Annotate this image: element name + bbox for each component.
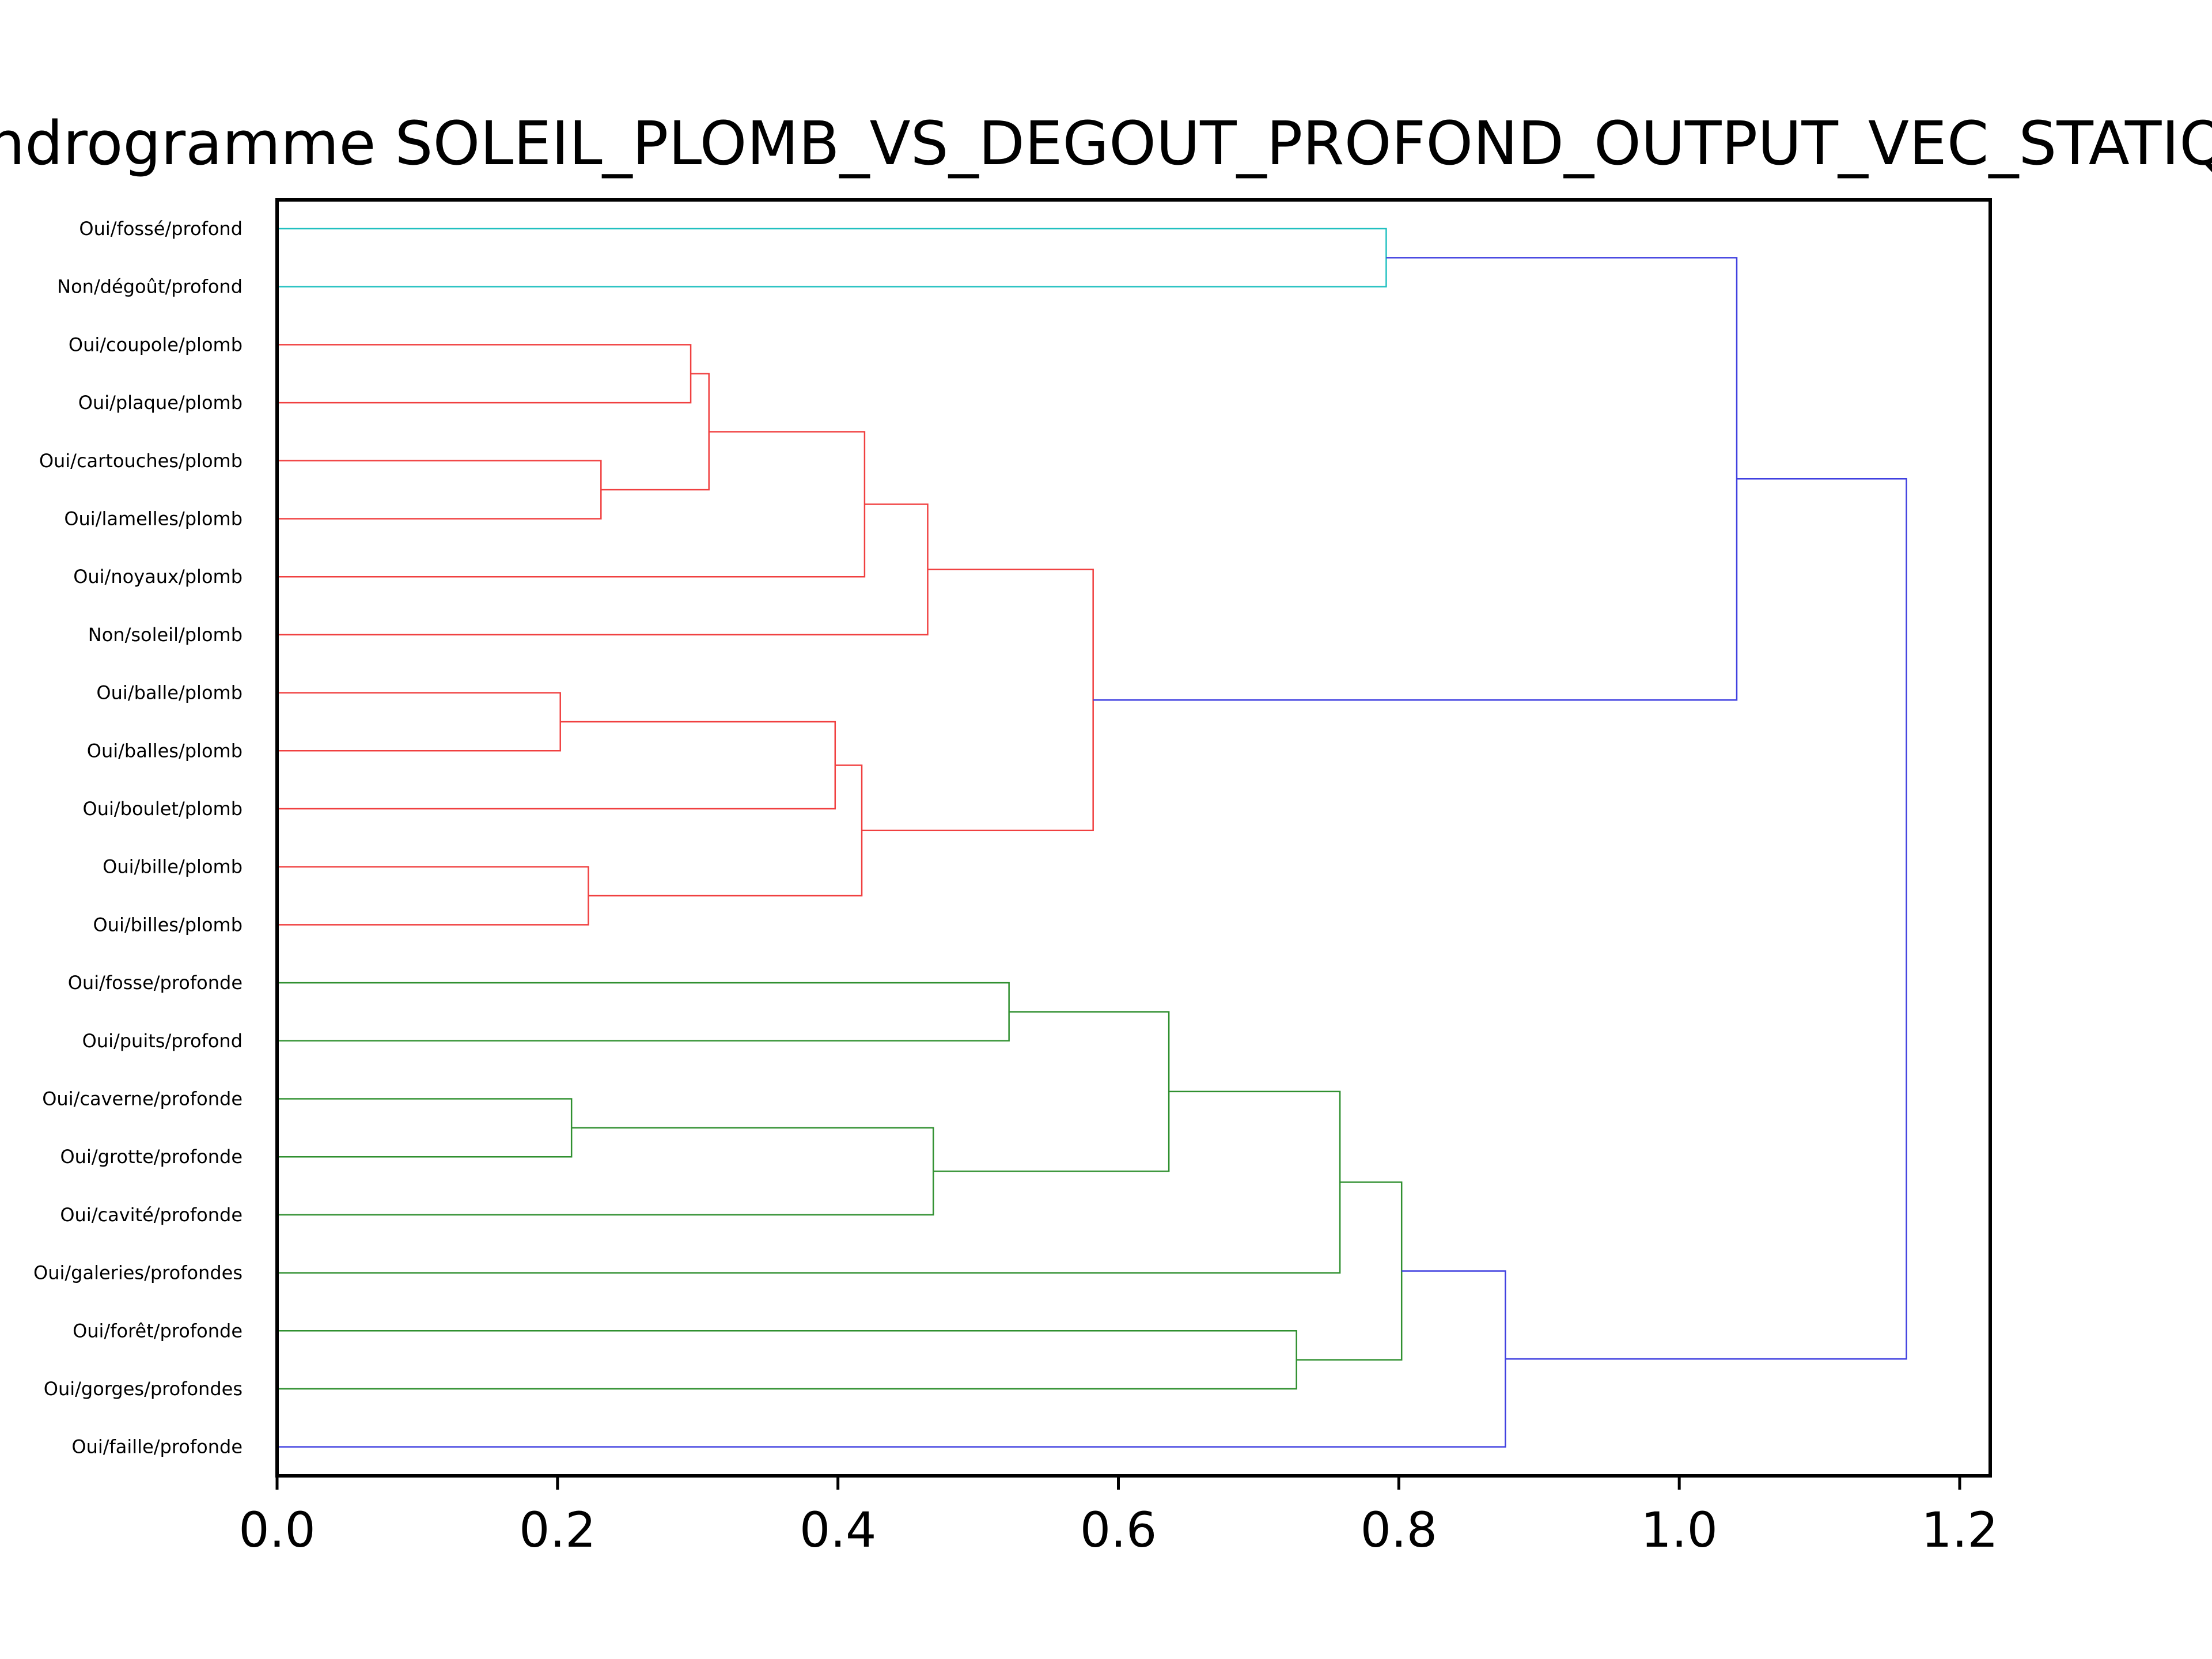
link-c6 (277, 503, 929, 636)
link-c5 (277, 431, 866, 578)
leaf-label-oui-billes-plomb: Oui/billes/plomb (93, 914, 243, 935)
leaf-label-oui-noyaux-plomb: Oui/noyaux/plomb (73, 566, 243, 588)
link-c20 (277, 1270, 1506, 1448)
link-c12 (1093, 257, 1738, 701)
x-tick-label-6: 1.2 (1921, 1502, 1998, 1558)
leaf-label-oui-fosse-profond: Oui/fossé/profond (79, 218, 243, 240)
link-c3 (277, 460, 602, 520)
leaf-label-oui-galeries-profondes: Oui/galeries/profondes (33, 1262, 243, 1284)
leaf-label-oui-faille-profonde: Oui/faille/profonde (71, 1436, 243, 1458)
plot-frame (275, 198, 1992, 1478)
dendrogram-links (277, 228, 1907, 1448)
link-c10 (588, 764, 863, 897)
leaf-label-oui-coupole-plomb: Oui/coupole/plomb (69, 334, 243, 355)
leaf-label-oui-grotte-profonde: Oui/grotte/profonde (60, 1146, 243, 1168)
leaf-label-oui-balle-plomb: Oui/balle/plomb (96, 682, 243, 704)
x-tick-label-4: 0.8 (1361, 1502, 1438, 1558)
x-axis: 0.0 0.2 0.4 0.6 0.8 1.0 1.2 (238, 1476, 1998, 1558)
link-c1 (277, 228, 1387, 287)
leaf-label-oui-foret-profonde: Oui/forêt/profonde (73, 1320, 243, 1342)
leaf-label-oui-gorges-profondes: Oui/gorges/profondes (44, 1378, 243, 1400)
link-c17 (277, 1090, 1341, 1274)
link-c18 (277, 1330, 1297, 1390)
leaf-label-oui-bille-plomb: Oui/bille/plomb (103, 856, 243, 878)
x-tick-label-2: 0.4 (800, 1502, 877, 1558)
leaf-label-oui-puits-profond: Oui/puits/profond (82, 1030, 243, 1052)
link-c13 (277, 982, 1010, 1042)
link-c2 (277, 344, 692, 404)
leaf-label-oui-balles-plomb: Oui/balles/plomb (87, 740, 243, 762)
leaf-labels: Oui/fossé/profond Non/dégoût/profond Oui/c… (33, 218, 243, 1458)
leaf-label-oui-caverne-profonde: Oui/caverne/profonde (42, 1088, 243, 1110)
link-c4 (601, 373, 710, 491)
link-c8 (277, 721, 836, 810)
x-tick-label-3: 0.6 (1080, 1502, 1157, 1558)
leaf-label-oui-boulet-plomb: Oui/boulet/plomb (83, 798, 243, 820)
leaf-label-non-soleil-plomb: Non/soleil/plomb (88, 624, 243, 646)
leaf-label-oui-cartouches-plomb: Oui/cartouches/plomb (39, 450, 243, 472)
leaf-label-oui-plaque-plomb: Oui/plaque/plomb (78, 392, 243, 414)
link-c21 (1505, 478, 1907, 1360)
link-c14 (277, 1098, 573, 1158)
leaf-label-non-degout-profond: Non/dégoût/profond (57, 276, 243, 298)
chart-title: Dendrogramme SOLEIL_PLOMB_VS_DEGOUT_PROF… (0, 108, 2212, 179)
leaf-label-oui-lamelles-plomb: Oui/lamelles/plomb (64, 508, 243, 530)
link-c19 (1296, 1181, 1403, 1361)
x-tick-label-0: 0.0 (238, 1502, 316, 1558)
link-c15 (277, 1127, 934, 1216)
link-c16 (933, 1011, 1170, 1172)
link-c11 (862, 569, 1094, 832)
x-tick-label-1: 0.2 (519, 1502, 596, 1558)
link-c9 (277, 866, 589, 926)
x-tick-label-5: 1.0 (1641, 1502, 1718, 1558)
leaf-label-oui-fosse-profonde: Oui/fosse/profonde (68, 972, 243, 994)
leaf-label-oui-cavite-profonde: Oui/cavité/profonde (60, 1204, 243, 1226)
link-c7 (277, 692, 561, 752)
